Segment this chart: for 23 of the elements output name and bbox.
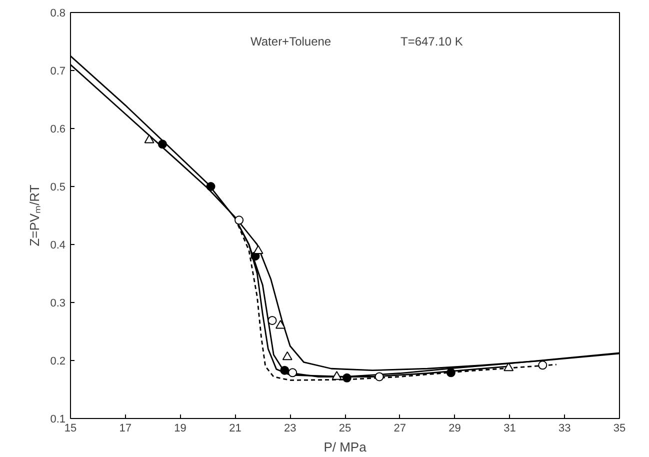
- x-tick-label: 15: [64, 422, 77, 434]
- y-tick-label: 0.1: [50, 414, 66, 426]
- x-tick-label: 25: [338, 422, 352, 434]
- x-tick-label: 29: [448, 422, 461, 434]
- x-tick-label: 19: [174, 422, 186, 434]
- y-tick-label: 0.3: [50, 298, 66, 310]
- x-tick-label: 17: [119, 422, 132, 434]
- y-axis-title: Z=PVₘ/RT: [27, 184, 42, 246]
- x-tick-label: 31: [504, 422, 516, 434]
- y-tick-label: 0.6: [50, 124, 66, 136]
- annotation: Water+Toluene: [250, 34, 332, 48]
- x-tick-label: 21: [229, 422, 242, 434]
- x-tick-label: 23: [284, 422, 296, 434]
- x-tick-label: 35: [613, 422, 626, 434]
- x-tick-label: 33: [558, 422, 571, 434]
- y-tick-label: 0.4: [50, 240, 66, 252]
- x-axis-title: P/ MPa: [324, 440, 368, 454]
- y-tick-label: 0.5: [50, 182, 66, 194]
- y-tick-label: 0.2: [50, 356, 66, 368]
- y-tick-label: 0.7: [50, 66, 66, 78]
- x-tick-label: 27: [394, 422, 406, 434]
- y-tick-label: 0.8: [50, 8, 66, 20]
- annotation: T=647.10 K: [400, 34, 463, 48]
